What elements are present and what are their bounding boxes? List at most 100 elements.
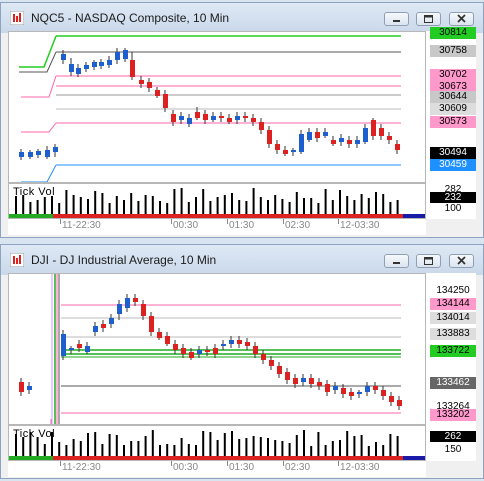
- volume-bar: [87, 199, 89, 214]
- candle-body: [365, 386, 370, 392]
- time-label: 11-22:30: [62, 462, 101, 473]
- candle-body: [101, 324, 106, 328]
- price-chart-canvas: [19, 35, 401, 182]
- candle-body: [205, 350, 210, 352]
- volume-bar: [267, 438, 269, 456]
- candle-body: [251, 118, 256, 122]
- volume-bar: [252, 188, 255, 214]
- volume-label: 232: [430, 192, 476, 203]
- window-titlebar[interactable]: DJI - DJ Industrial Average, 10 Min: [1, 245, 483, 275]
- price-label: 30673: [430, 81, 476, 93]
- time-axis: 11-22:30 00:30 01:30 02:30 12-03:30: [8, 219, 426, 235]
- volume-bar: [29, 432, 32, 456]
- minimize-button[interactable]: [384, 12, 409, 26]
- candle-body: [149, 316, 154, 332]
- close-button[interactable]: [449, 254, 474, 268]
- volume-bar: [231, 431, 233, 456]
- time-label: 11-22:30: [62, 220, 101, 231]
- candle-body: [36, 151, 41, 155]
- candle-body: [229, 340, 234, 344]
- price-label: 133722: [430, 345, 476, 357]
- time-label: 00:30: [173, 462, 199, 473]
- price-chart[interactable]: [8, 31, 426, 183]
- candle-body: [197, 350, 202, 354]
- volume-bar: [43, 444, 46, 456]
- volume-bar: [245, 201, 248, 214]
- volume-bar: [87, 433, 89, 456]
- volume-bar: [144, 436, 147, 456]
- volume-bar: [360, 194, 363, 214]
- volume-bar: [389, 202, 392, 214]
- candlestick-series: [19, 48, 400, 160]
- volume-bar: [173, 445, 176, 456]
- tick-volume-panel[interactable]: Tick Vol: [8, 425, 426, 461]
- restore-button[interactable]: [416, 254, 441, 268]
- candle-body: [283, 150, 288, 154]
- candle-body: [109, 318, 114, 324]
- time-label: 12-03:30: [340, 462, 380, 473]
- volume-bar: [159, 445, 161, 456]
- volume-bar: [375, 442, 377, 456]
- close-icon: [457, 256, 466, 265]
- price-label: 133202: [430, 409, 476, 421]
- volume-bar: [324, 189, 327, 214]
- candle-body: [173, 344, 178, 350]
- volume-label: 150: [444, 444, 462, 455]
- volume-bar: [151, 196, 154, 214]
- volume-bar: [396, 436, 399, 456]
- volume-bar: [79, 441, 82, 456]
- candle-body: [299, 134, 304, 152]
- candle-body: [133, 298, 138, 302]
- candle-body: [373, 386, 378, 390]
- volume-bar: [36, 200, 39, 214]
- volume-bar: [339, 440, 341, 456]
- volume-bar: [123, 445, 125, 456]
- candle-body: [323, 132, 328, 136]
- candle-body: [389, 396, 394, 402]
- volume-bar: [353, 436, 356, 456]
- time-label: 00:30: [173, 220, 199, 231]
- volume-bar: [317, 203, 320, 214]
- restore-button[interactable]: [416, 12, 441, 26]
- candle-body: [157, 332, 162, 338]
- volume-bar: [238, 200, 241, 214]
- volume-bar: [101, 444, 104, 456]
- minimize-icon: [393, 262, 400, 264]
- candle-body: [213, 348, 218, 354]
- minimize-button[interactable]: [384, 254, 409, 268]
- volume-bar: [130, 441, 133, 456]
- candle-body: [117, 304, 122, 314]
- volume-bar: [58, 203, 61, 214]
- volume-label: 100: [444, 203, 462, 214]
- candle-body: [333, 386, 338, 390]
- volume-bar: [36, 437, 39, 456]
- candle-body: [269, 360, 274, 366]
- volume-bar: [281, 441, 284, 456]
- price-chart-canvas: [19, 274, 402, 424]
- price-label: 30609: [430, 103, 476, 115]
- tick-volume-panel[interactable]: Tick Vol: [8, 183, 426, 219]
- candle-body: [277, 366, 282, 374]
- price-label: 134014: [430, 312, 476, 324]
- candle-body: [76, 68, 81, 74]
- close-button[interactable]: [449, 12, 474, 26]
- candle-body: [211, 116, 216, 120]
- volume-bar: [94, 191, 97, 214]
- price-chart[interactable]: [8, 273, 426, 425]
- candle-body: [379, 128, 384, 136]
- volume-bar: [51, 432, 53, 456]
- candle-body: [27, 386, 32, 390]
- volume-bar: [209, 432, 212, 456]
- price-label: 30573: [430, 116, 476, 128]
- candle-body: [219, 116, 224, 118]
- candle-body: [275, 144, 280, 150]
- candle-body: [395, 144, 400, 150]
- candle-body: [19, 152, 24, 157]
- candle-body: [267, 130, 272, 144]
- volume-bar: [22, 195, 25, 214]
- candle-body: [61, 334, 66, 356]
- window-titlebar[interactable]: NQC5 - NASDAQ Composite, 10 Min: [1, 3, 483, 33]
- candle-body: [245, 342, 250, 346]
- volume-bar: [339, 190, 341, 214]
- volume-bar: [15, 434, 17, 456]
